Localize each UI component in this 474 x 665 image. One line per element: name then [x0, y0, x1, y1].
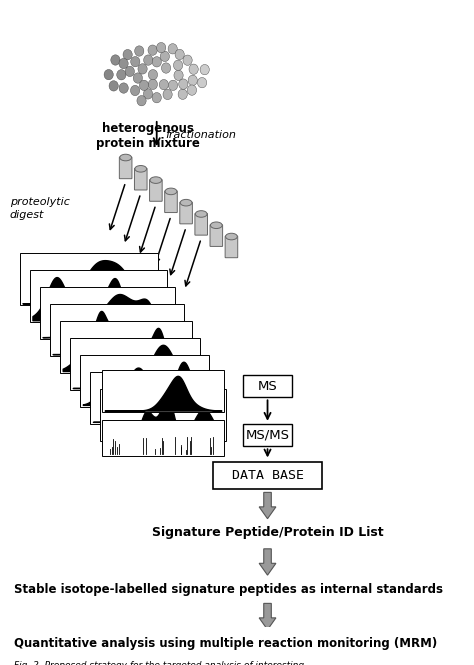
Text: Fig. 2. Proposed strategy for the targeted analysis of interesting: Fig. 2. Proposed strategy for the target…	[14, 661, 304, 665]
Ellipse shape	[195, 211, 207, 217]
Circle shape	[144, 88, 153, 99]
Circle shape	[119, 83, 128, 93]
Circle shape	[111, 55, 120, 65]
Circle shape	[125, 66, 135, 76]
Ellipse shape	[210, 222, 222, 229]
Circle shape	[160, 51, 170, 62]
Ellipse shape	[180, 200, 192, 206]
Circle shape	[163, 89, 172, 100]
Bar	[213, 462, 322, 489]
Text: MS/MS: MS/MS	[246, 428, 290, 442]
Ellipse shape	[135, 166, 146, 172]
Bar	[80, 355, 209, 407]
Circle shape	[133, 73, 143, 83]
FancyBboxPatch shape	[180, 202, 192, 224]
Circle shape	[131, 57, 140, 67]
Circle shape	[156, 43, 166, 53]
Circle shape	[188, 75, 197, 86]
FancyBboxPatch shape	[119, 157, 132, 179]
Ellipse shape	[120, 154, 131, 161]
FancyBboxPatch shape	[164, 191, 177, 213]
Text: proteolytic
digest: proteolytic digest	[10, 197, 70, 219]
Circle shape	[175, 49, 184, 60]
Text: Stable isotope-labelled signature peptides as internal standards: Stable isotope-labelled signature peptid…	[14, 583, 443, 596]
Ellipse shape	[150, 177, 162, 184]
Circle shape	[187, 85, 197, 95]
Circle shape	[200, 65, 210, 74]
Bar	[30, 271, 167, 322]
Circle shape	[152, 57, 162, 67]
Circle shape	[148, 45, 157, 55]
Bar	[20, 253, 158, 305]
Circle shape	[174, 70, 183, 80]
Circle shape	[168, 80, 178, 90]
Circle shape	[173, 60, 182, 70]
Text: heterogenous
protein mixture: heterogenous protein mixture	[96, 122, 200, 150]
Bar	[102, 420, 224, 456]
Text: fractionation: fractionation	[165, 130, 236, 140]
Circle shape	[152, 92, 161, 103]
Bar	[60, 321, 192, 373]
Circle shape	[189, 64, 198, 74]
Circle shape	[144, 55, 153, 65]
Text: Signature Peptide/Protein ID List: Signature Peptide/Protein ID List	[152, 526, 383, 539]
Circle shape	[178, 89, 187, 100]
FancyBboxPatch shape	[195, 213, 208, 235]
Ellipse shape	[165, 188, 177, 195]
FancyBboxPatch shape	[150, 180, 162, 201]
Ellipse shape	[226, 233, 237, 240]
Circle shape	[179, 79, 188, 89]
Circle shape	[198, 78, 207, 88]
Bar	[100, 389, 226, 441]
Circle shape	[139, 80, 149, 90]
Bar	[243, 375, 292, 398]
Circle shape	[123, 49, 132, 60]
Circle shape	[168, 44, 177, 54]
Circle shape	[135, 46, 144, 56]
Bar	[91, 372, 217, 424]
Circle shape	[183, 55, 192, 65]
Circle shape	[104, 69, 113, 80]
Circle shape	[138, 64, 147, 74]
Polygon shape	[259, 549, 276, 575]
Circle shape	[148, 79, 157, 90]
Polygon shape	[259, 492, 276, 519]
Text: DATA BASE: DATA BASE	[231, 469, 303, 482]
Bar	[40, 287, 175, 339]
Circle shape	[148, 70, 157, 80]
Text: Quantitative analysis using multiple reaction monitoring (MRM): Quantitative analysis using multiple rea…	[14, 637, 437, 650]
Bar	[50, 305, 183, 356]
Circle shape	[162, 63, 171, 73]
Circle shape	[159, 80, 168, 90]
FancyBboxPatch shape	[135, 168, 147, 190]
Circle shape	[119, 59, 128, 68]
Bar	[243, 424, 292, 446]
Circle shape	[130, 85, 140, 96]
Bar	[102, 370, 224, 412]
Bar	[70, 338, 201, 390]
Circle shape	[117, 70, 126, 80]
Text: MS: MS	[258, 380, 277, 392]
Polygon shape	[259, 603, 276, 630]
FancyBboxPatch shape	[225, 236, 238, 258]
Circle shape	[137, 96, 146, 106]
FancyBboxPatch shape	[210, 225, 223, 247]
Circle shape	[109, 80, 118, 91]
